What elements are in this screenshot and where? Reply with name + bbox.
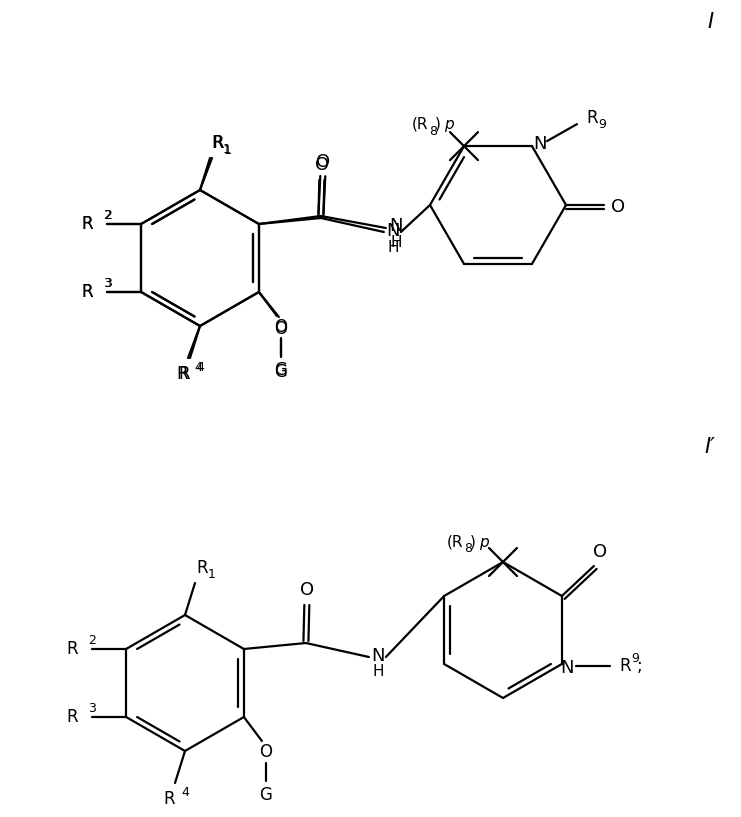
Text: p: p	[479, 534, 488, 550]
Text: O: O	[274, 318, 288, 336]
Text: 4: 4	[181, 785, 189, 798]
Text: 9: 9	[631, 653, 639, 666]
Text: R: R	[178, 365, 190, 383]
Text: (R: (R	[412, 117, 428, 132]
Text: R: R	[67, 708, 78, 726]
Text: 8: 8	[464, 542, 472, 555]
Text: N: N	[389, 217, 402, 235]
Text: R: R	[586, 109, 598, 127]
Text: 1: 1	[223, 142, 231, 155]
Text: R: R	[211, 134, 222, 152]
Text: ): )	[470, 534, 476, 550]
Text: H: H	[387, 239, 399, 255]
Text: O: O	[611, 198, 625, 216]
Text: R: R	[176, 365, 187, 383]
Text: 3: 3	[104, 276, 112, 289]
Text: R: R	[212, 134, 224, 152]
Text: O: O	[316, 153, 330, 171]
Text: H: H	[391, 234, 402, 249]
Text: R: R	[82, 283, 93, 301]
Text: O: O	[315, 156, 329, 174]
Text: O: O	[259, 743, 273, 761]
Text: R: R	[82, 283, 93, 301]
Text: 9: 9	[598, 118, 606, 131]
Text: R: R	[163, 790, 175, 808]
Text: O: O	[274, 320, 288, 338]
Text: R: R	[82, 215, 93, 233]
Text: N: N	[371, 647, 385, 665]
Text: ;: ;	[637, 657, 642, 675]
Text: I: I	[707, 12, 713, 32]
Text: 1: 1	[224, 144, 232, 157]
Text: I′: I′	[705, 437, 716, 457]
Text: O: O	[593, 543, 607, 561]
Text: R: R	[619, 657, 631, 675]
Text: R: R	[67, 640, 78, 658]
Text: G: G	[259, 786, 273, 804]
Text: G: G	[274, 361, 288, 379]
Text: 2: 2	[88, 633, 96, 646]
Text: 3: 3	[103, 276, 111, 289]
Text: 2: 2	[104, 208, 112, 221]
Text: N: N	[534, 135, 547, 153]
Text: N: N	[386, 222, 399, 240]
Text: 8: 8	[429, 125, 437, 137]
Text: ): )	[435, 117, 441, 132]
Text: 4: 4	[194, 360, 202, 373]
Text: R: R	[196, 559, 207, 577]
Text: 2: 2	[103, 208, 111, 221]
Text: R: R	[82, 215, 93, 233]
Text: 4: 4	[196, 360, 204, 373]
Text: p: p	[444, 117, 453, 132]
Text: H: H	[372, 664, 384, 680]
Text: N: N	[560, 659, 574, 677]
Text: 3: 3	[88, 702, 96, 715]
Text: G: G	[274, 363, 288, 381]
Text: 1: 1	[208, 568, 216, 581]
Text: O: O	[300, 581, 314, 599]
Text: (R: (R	[447, 534, 464, 550]
